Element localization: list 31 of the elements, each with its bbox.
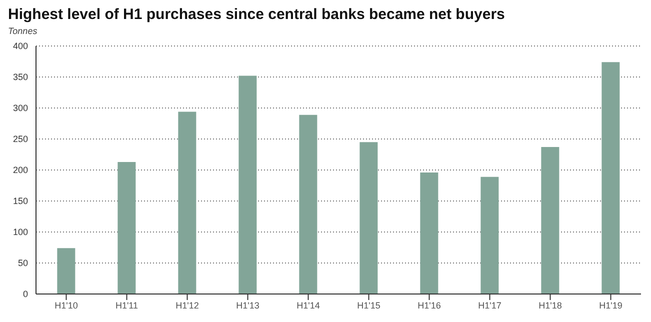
bar: [541, 147, 560, 294]
y-tick-label: 100: [12, 227, 28, 238]
y-tick-label: 350: [12, 72, 28, 82]
y-tick-label: 0: [22, 289, 28, 300]
x-tick-label: H1'17: [478, 300, 502, 310]
y-tick-label: 400: [12, 41, 28, 52]
bar: [602, 62, 620, 294]
bar: [178, 112, 196, 294]
y-tick-label: 50: [18, 258, 28, 268]
bar: [238, 76, 257, 294]
chart-title: Highest level of H1 purchases since central banks became net buyers: [8, 6, 506, 24]
x-tick-label: H1'15: [357, 300, 380, 310]
y-tick-label: 250: [12, 134, 28, 144]
bar: [118, 162, 136, 294]
x-tick-label: H1'19: [599, 300, 622, 310]
x-tick-label: H1'11: [115, 300, 138, 310]
bar: [420, 172, 438, 294]
bar: [299, 114, 318, 294]
y-tick-label: 200: [12, 165, 28, 176]
x-tick-label: H1'13: [236, 300, 260, 310]
y-axis-title: Tonnes: [8, 26, 38, 38]
y-tick-label: 150: [12, 196, 28, 206]
x-tick-label: H1'10: [54, 300, 78, 310]
y-tick-label: 300: [12, 103, 28, 114]
bar: [360, 142, 378, 294]
x-tick-label: H1'12: [176, 300, 199, 310]
x-tick-label: H1'14: [296, 300, 320, 310]
bar: [57, 248, 76, 294]
x-tick-label: H1'16: [418, 300, 441, 310]
x-tick-label: H1'18: [538, 300, 562, 310]
bar: [480, 176, 499, 294]
